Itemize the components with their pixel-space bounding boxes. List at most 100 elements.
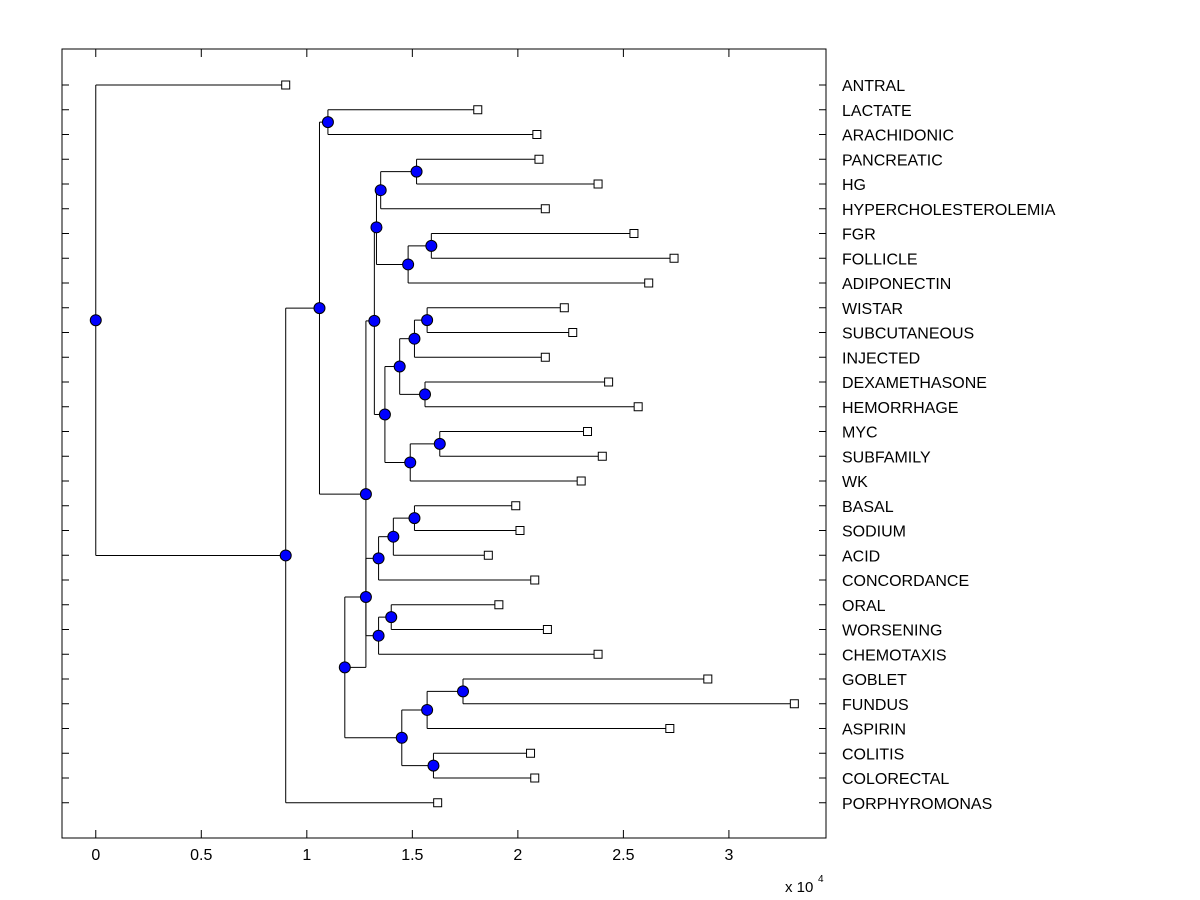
node-marker [338,661,351,674]
node-marker [408,332,421,345]
node-marker [402,258,415,271]
leaf-marker [540,204,550,214]
leaf-marker [473,105,483,115]
node-marker [421,703,434,716]
x-tick-label: 1 [302,847,311,864]
leaf-label: HG [842,177,866,194]
leaf-marker [593,179,603,189]
x-axis-ticks [95,49,730,838]
leaf-label: ACID [842,548,880,565]
leaf-marker [530,773,540,783]
leaf-marker [494,600,504,610]
node-marker [410,165,423,178]
leaf-marker [644,278,654,288]
leaf-marker [526,748,536,758]
leaf-marker [483,550,493,560]
leaf-marker [534,154,544,164]
leaf-marker [703,674,713,684]
leaf-marker [559,303,569,313]
leaf-marker [597,451,607,461]
leaf-label: WK [842,474,868,491]
node-marker [427,759,440,772]
node-marker [279,549,292,562]
x-tick-label: 1.5 [401,847,423,864]
leaf-marker [532,130,542,139]
node-marker [89,314,102,327]
node-marker [321,116,334,129]
x-tick-label: 0.5 [190,847,212,864]
leaf-marker [576,476,586,486]
node-marker [313,302,326,315]
leaf-marker [511,501,521,511]
leaf-marker [433,798,443,808]
dendrogram-branches [95,84,795,804]
leaf-marker [669,253,679,263]
node-marker [404,456,417,469]
node-marker [419,388,432,401]
leaf-label: ASPIRIN [842,722,906,739]
node-marker [408,512,421,525]
node-marker [359,591,372,604]
leaf-label: ORAL [842,598,886,615]
leaf-label: PANCREATIC [842,152,943,169]
leaf-labels: ANTRAL LACTATE ARACHIDONIC PANCREATIC HG HYPE… [842,78,1056,813]
node-marker [425,239,438,252]
leaf-label: ANTRAL [842,78,905,95]
leaf-label: CHEMOTAXIS [842,647,947,664]
leaf-label: PORPHYROMONAS [842,796,992,813]
node-marker [372,629,385,642]
leaf-marker [515,526,525,535]
leaf-label: COLORECTAL [842,771,949,788]
node-marker [393,360,406,373]
x-tick-label: 3 [724,847,733,864]
node-marker [456,685,469,698]
node-marker [368,314,381,327]
x-axis-exponent: 4 [818,874,824,885]
leaf-label: DEXAMETHASONE [842,375,987,392]
leaf-label: FGR [842,227,876,244]
leaf-label: LACTATE [842,103,912,120]
leaf-label: HYPERCHOLESTEROLEMIA [842,202,1056,219]
leaf-label: WORSENING [842,623,942,640]
leaf-label: INJECTED [842,350,920,367]
node-marker [395,731,408,744]
leaf-marker [281,80,291,90]
leaf-marker [540,352,550,362]
node-marker [372,552,385,565]
leaf-marker [530,575,540,585]
leaf-label: ARACHIDONIC [842,128,954,145]
leaf-label: COLITIS [842,746,904,763]
x-tick-label: 0 [91,847,100,864]
leaf-marker [629,229,639,238]
leaf-label: FUNDUS [842,697,909,714]
x-tick-label: 2 [513,847,522,864]
leaf-marker [583,427,593,436]
node-marker [433,437,446,450]
leaf-markers [281,80,799,808]
leaf-label: SUBCUTANEOUS [842,326,974,343]
leaf-label: CONCORDANCE [842,573,969,590]
leaf-label: FOLLICLE [842,251,918,268]
node-marker [370,221,383,234]
leaf-marker [789,699,799,709]
node-marker [387,530,400,543]
node-marker [385,611,398,624]
y-axis-ticks [62,84,826,804]
leaf-marker [633,402,643,412]
leaf-marker [665,724,675,733]
leaf-label: GOBLET [842,672,907,689]
leaf-label: ADIPONECTIN [842,276,951,293]
leaf-label: BASAL [842,499,894,516]
leaf-label: HEMORRHAGE [842,400,958,417]
x-axis-multiplier: x 10 [785,879,813,896]
leaf-marker [542,625,552,634]
leaf-label: MYC [842,425,878,442]
leaf-label: SUBFAMILY [842,449,931,466]
node-markers [89,116,469,772]
leaf-label: WISTAR [842,301,903,318]
leaf-label: SODIUM [842,524,906,541]
leaf-marker [568,328,578,337]
node-marker [374,184,387,197]
node-marker [359,488,372,501]
